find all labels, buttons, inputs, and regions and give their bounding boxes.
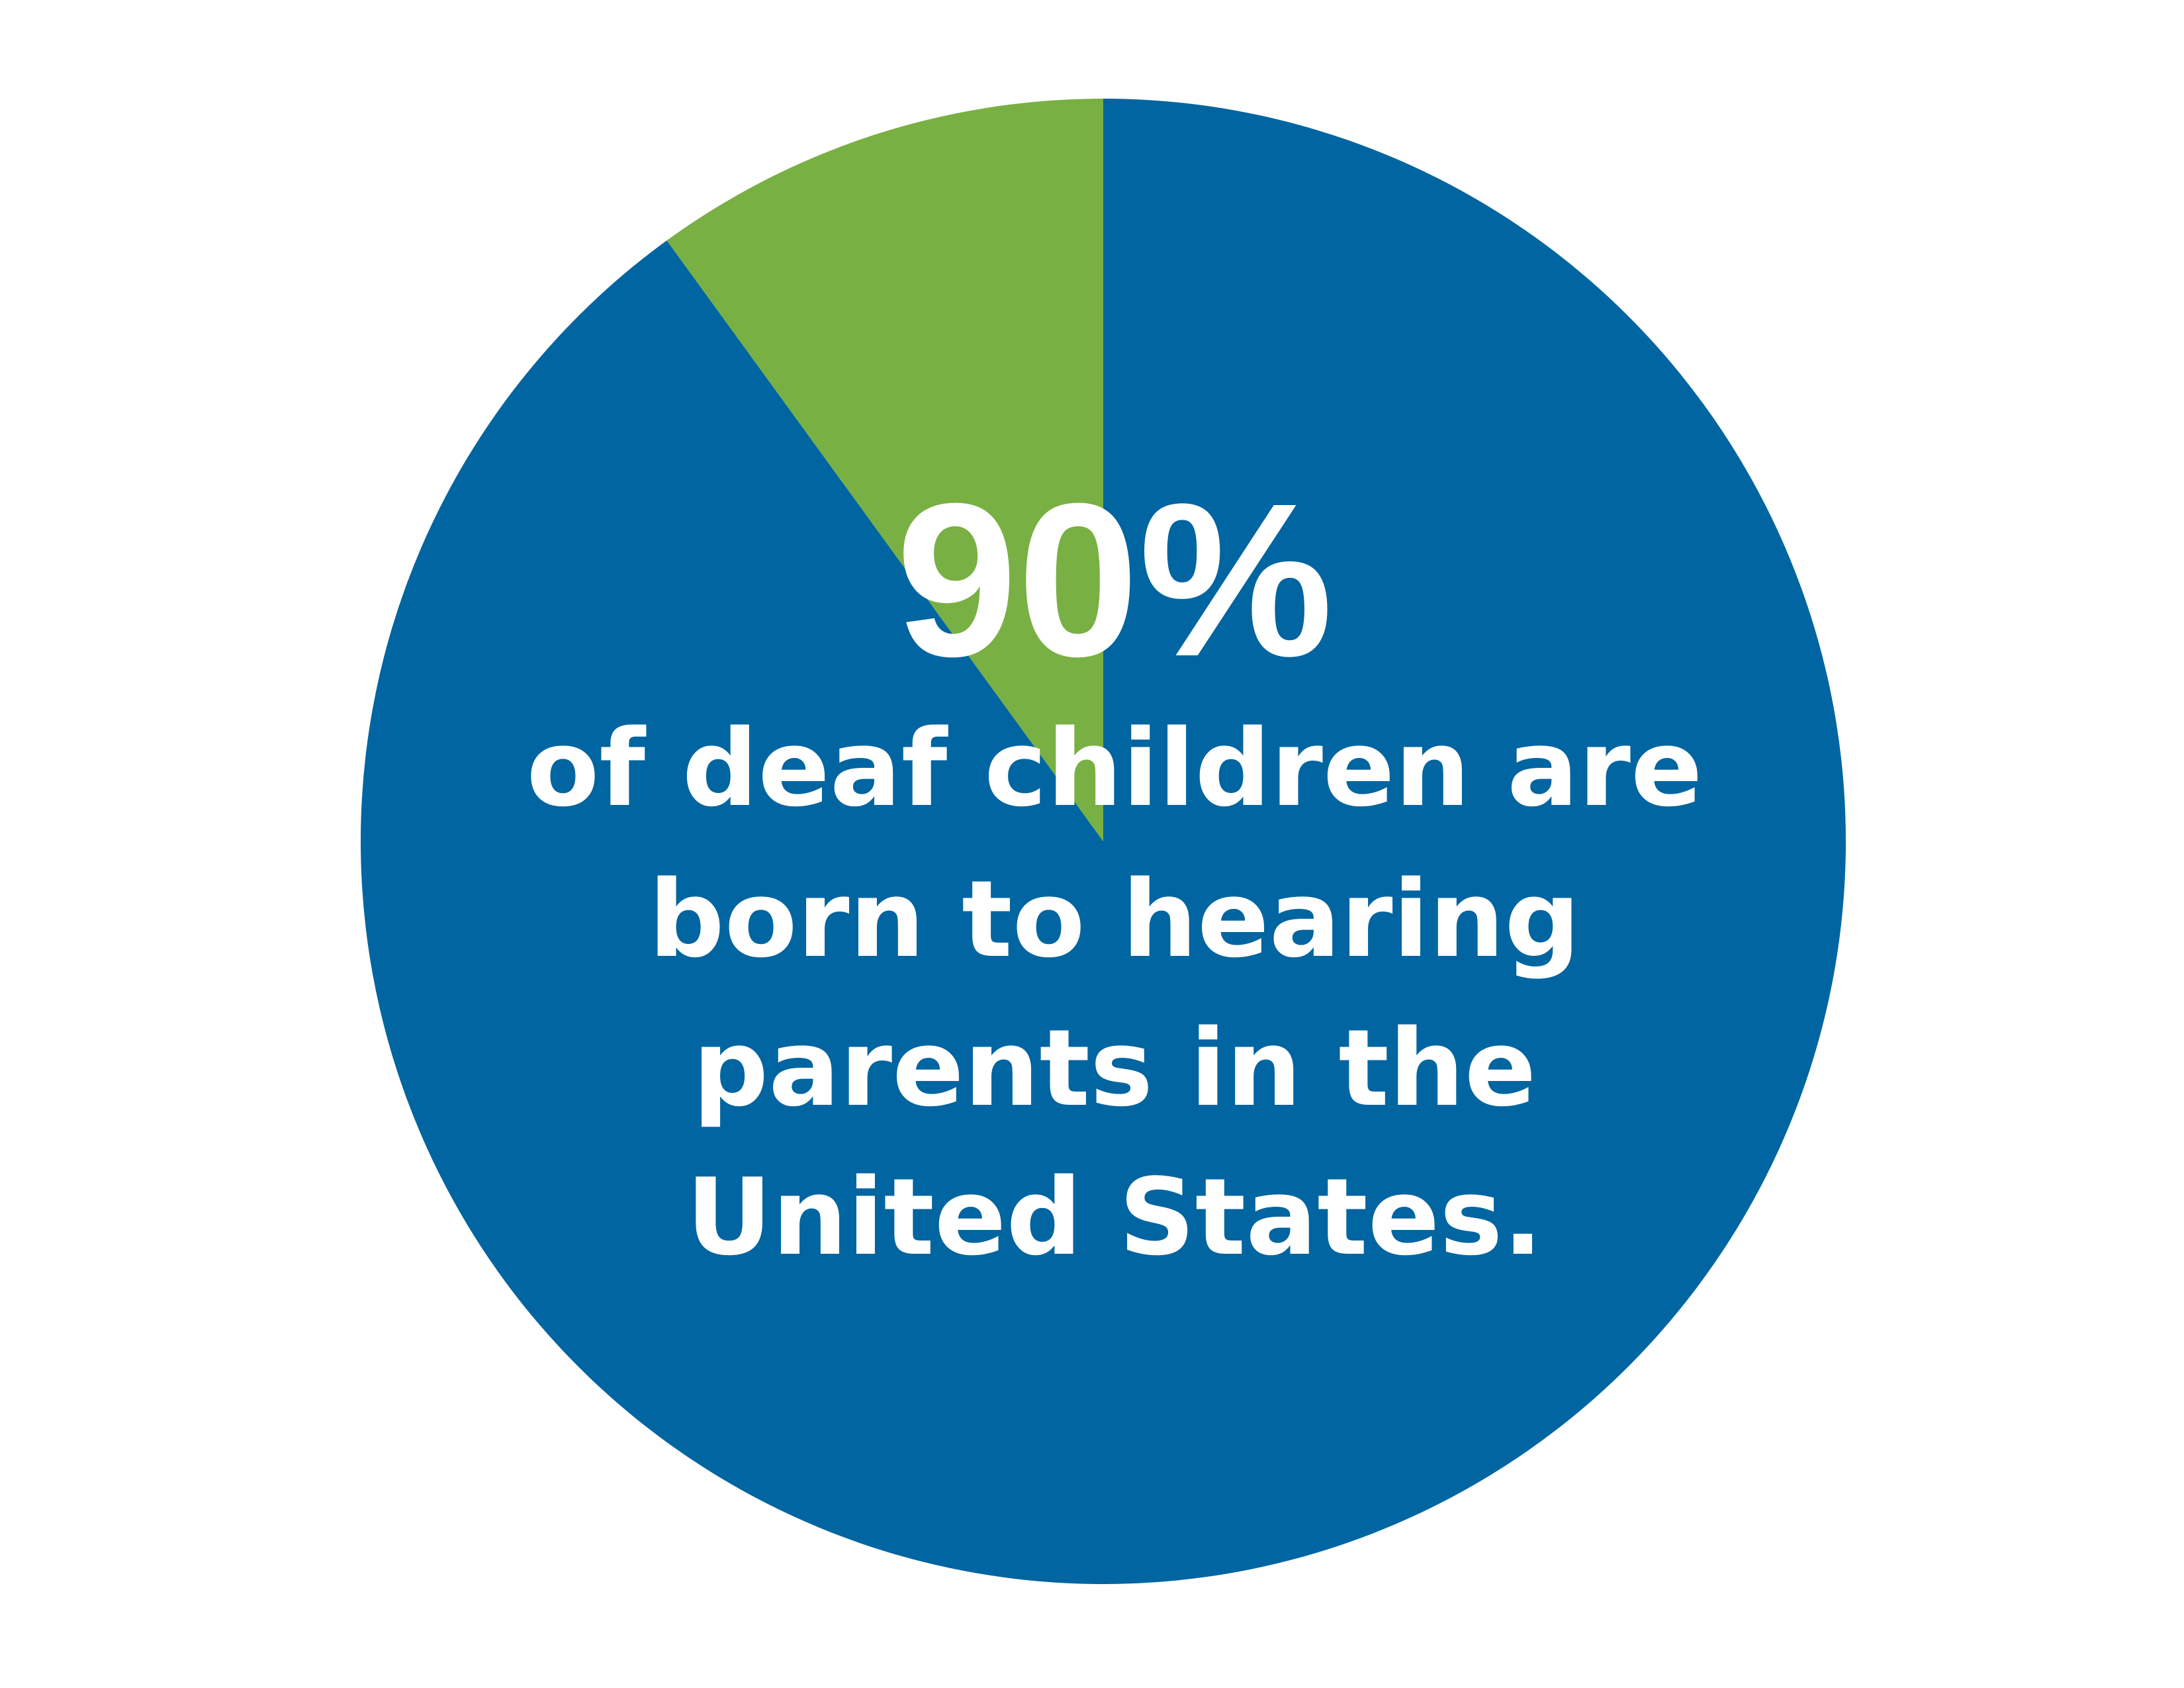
headline-value: 90% — [896, 457, 1333, 702]
caption-line: born to hearing — [649, 857, 1580, 981]
caption-line: United States. — [686, 1155, 1543, 1279]
caption: of deaf children are born to hearing paren… — [527, 706, 1703, 1279]
pie — [360, 99, 1846, 1584]
caption-line: parents in the — [693, 1006, 1537, 1130]
caption-line: of deaf children are — [527, 706, 1703, 830]
pie-slice — [360, 99, 1846, 1584]
pie-slice — [666, 99, 1103, 841]
